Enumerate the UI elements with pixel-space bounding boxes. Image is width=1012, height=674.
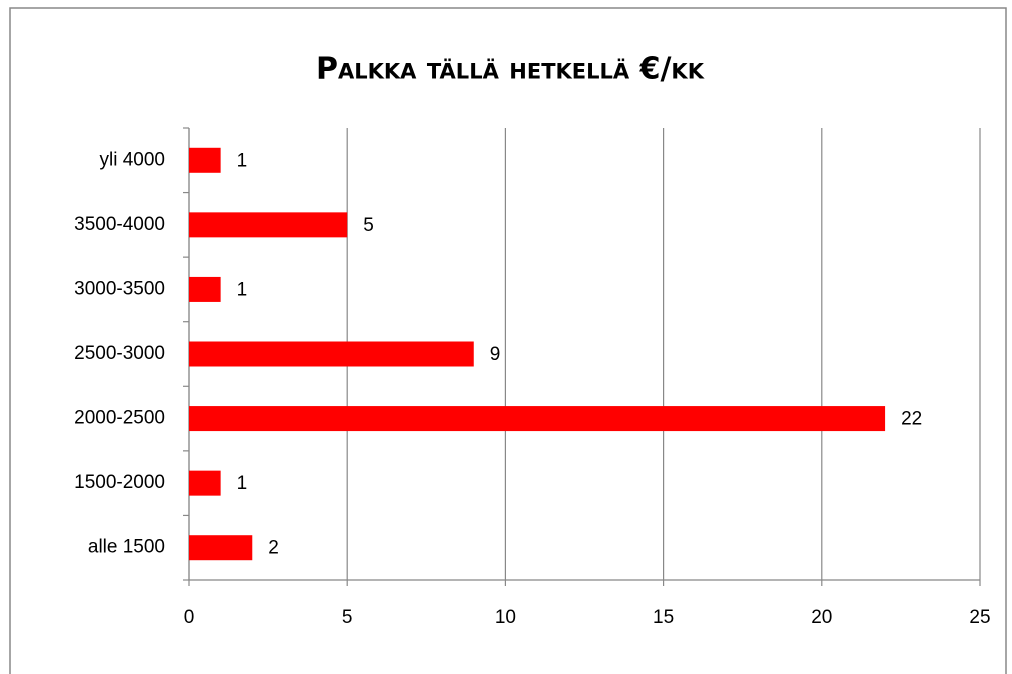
y-tick-label: 3000-3500 (74, 278, 165, 299)
y-tick-label: 1500-2000 (74, 472, 165, 493)
bar (189, 276, 221, 302)
bar (189, 212, 348, 238)
data-label: 22 (901, 409, 922, 430)
chart-frame (9, 7, 1007, 674)
bar (189, 470, 221, 496)
data-label: 1 (237, 279, 248, 300)
bar (189, 341, 474, 367)
data-label: 1 (237, 473, 248, 494)
bar (189, 406, 886, 432)
y-tick-label: 2000-2500 (74, 408, 165, 429)
data-label: 9 (490, 344, 501, 365)
chart-title: Palkka tällä hetkellä €/kk (316, 52, 705, 87)
bar (189, 147, 221, 173)
y-tick-label: 2500-3000 (74, 343, 165, 364)
x-tick-label: 20 (811, 607, 832, 628)
x-tick-label: 25 (969, 607, 990, 628)
y-tick-label: yli 4000 (100, 149, 166, 170)
x-tick-label: 15 (653, 607, 674, 628)
x-tick-label: 0 (184, 607, 195, 628)
data-label: 5 (363, 215, 374, 236)
data-label: 1 (237, 150, 248, 171)
y-tick-label: alle 1500 (88, 537, 165, 558)
bar (189, 535, 253, 561)
x-tick-label: 5 (342, 607, 353, 628)
data-label: 2 (268, 538, 279, 559)
y-tick-label: 3500-4000 (74, 214, 165, 235)
x-tick-label: 10 (495, 607, 516, 628)
